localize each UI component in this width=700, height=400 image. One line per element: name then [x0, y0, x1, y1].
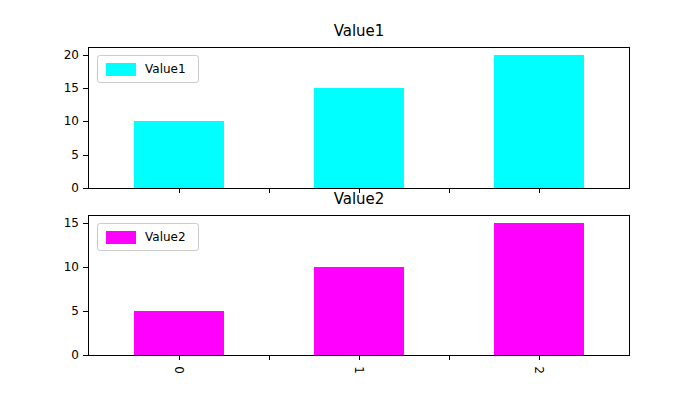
y-tick-mark	[83, 55, 88, 56]
subplot-value1: Value1 Value1 05101520	[88, 47, 630, 189]
x-tick-label: 0	[172, 362, 186, 378]
y-tick-mark	[83, 88, 88, 89]
y-tick-label: 15	[47, 216, 79, 230]
y-tick-mark	[83, 188, 88, 189]
y-tick-mark	[83, 311, 88, 312]
x-tick-mark	[449, 355, 450, 360]
y-tick-label: 10	[47, 114, 79, 128]
y-tick-label: 5	[47, 304, 79, 318]
bar-0	[134, 311, 224, 355]
figure: Value1 Value1 05101520 Value2 Value2 051…	[0, 0, 700, 400]
y-tick-mark	[83, 355, 88, 356]
legend-label: Value1	[145, 62, 186, 76]
y-tick-label: 10	[47, 260, 79, 274]
x-tick-mark	[359, 355, 360, 360]
y-tick-label: 0	[47, 348, 79, 362]
legend-label: Value2	[145, 230, 186, 244]
y-tick-label: 0	[47, 181, 79, 195]
bar-1	[314, 88, 404, 188]
legend-swatch	[106, 231, 136, 244]
x-tick-label: 2	[532, 362, 546, 378]
legend-swatch	[106, 63, 136, 76]
y-tick-mark	[83, 121, 88, 122]
bar-0	[134, 121, 224, 188]
bar-1	[314, 267, 404, 355]
bar-2	[494, 223, 584, 355]
subplot-value2: Value2 Value2 051015012	[88, 215, 630, 356]
y-tick-label: 15	[47, 81, 79, 95]
x-tick-mark	[269, 355, 270, 360]
subplot-title: Value1	[89, 22, 629, 40]
y-tick-label: 20	[47, 48, 79, 62]
y-tick-label: 5	[47, 148, 79, 162]
legend: Value1	[97, 55, 199, 83]
y-tick-mark	[83, 223, 88, 224]
x-tick-mark	[179, 355, 180, 360]
x-tick-label: 1	[352, 362, 366, 378]
x-tick-mark	[539, 355, 540, 360]
legend: Value2	[97, 223, 199, 251]
y-tick-mark	[83, 267, 88, 268]
subplot-title: Value2	[89, 190, 629, 208]
bar-2	[494, 55, 584, 188]
y-tick-mark	[83, 155, 88, 156]
